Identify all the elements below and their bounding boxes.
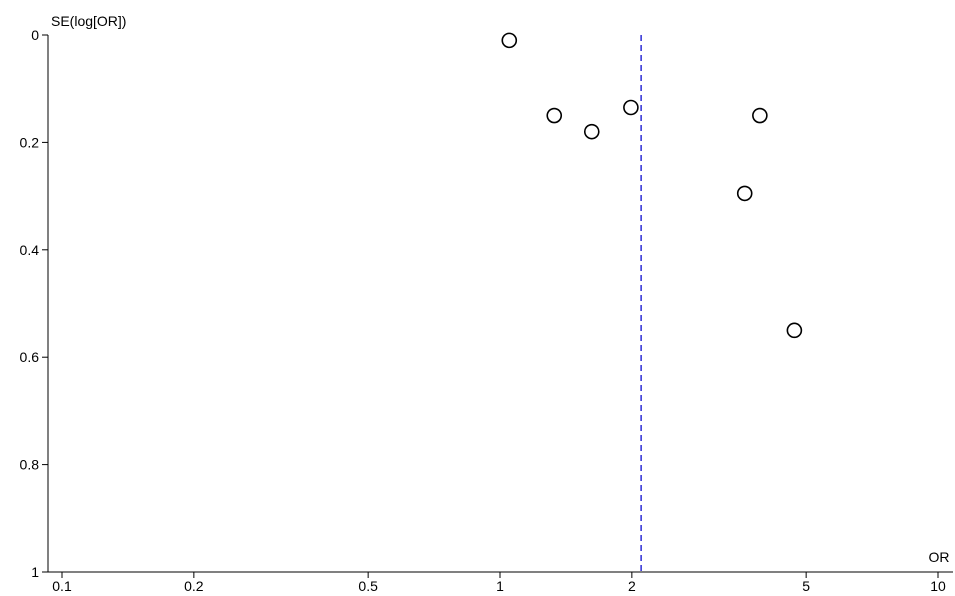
x-axis-ticks: 0.1 0.2 0.5 1 2 5 10 — [52, 572, 946, 594]
x-tick-label: 1 — [496, 578, 504, 594]
data-point — [786, 322, 803, 339]
data-point — [501, 32, 518, 49]
x-tick-label: 10 — [930, 578, 946, 594]
y-tick-label: 0.6 — [20, 349, 40, 365]
x-axis-label: OR — [929, 549, 950, 565]
y-axis-ticks: 0 0.2 0.4 0.6 0.8 1 — [20, 27, 48, 580]
y-axis-label: SE(log[OR]) — [51, 13, 126, 29]
y-tick-label: 1 — [31, 564, 39, 580]
data-point — [623, 99, 639, 116]
x-tick-label: 2 — [628, 578, 636, 594]
y-tick-label: 0.8 — [20, 457, 40, 473]
data-point — [752, 107, 768, 124]
x-tick-label: 0.2 — [184, 578, 204, 594]
y-tick-label: 0.4 — [20, 242, 40, 258]
x-tick-label: 0.1 — [52, 578, 72, 594]
x-tick-label: 5 — [802, 578, 810, 594]
data-points — [501, 32, 803, 339]
data-point — [546, 107, 563, 124]
x-tick-label: 0.5 — [358, 578, 378, 594]
y-tick-label: 0.2 — [20, 134, 40, 150]
data-point — [583, 123, 600, 140]
y-tick-label: 0 — [31, 27, 39, 43]
data-point — [736, 185, 753, 202]
